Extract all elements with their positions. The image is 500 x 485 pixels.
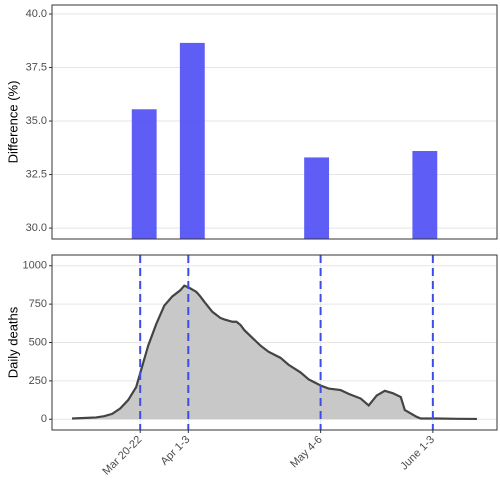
bar <box>412 151 438 239</box>
panel-border <box>51 4 498 240</box>
bar <box>179 42 205 239</box>
y-tick-label: 0 <box>41 413 47 425</box>
x-tick-label: June 1-3 <box>398 434 437 473</box>
bar <box>131 109 157 240</box>
y-tick-label: 30.0 <box>26 222 47 234</box>
y-tick-label: 37.5 <box>26 61 47 73</box>
y-tick-label: 1000 <box>23 260 47 272</box>
area <box>72 285 477 420</box>
y-tick-label: 250 <box>29 375 47 387</box>
y-axis-title: Daily deaths <box>5 306 20 378</box>
y-tick-label: 500 <box>29 336 47 348</box>
y-tick-label: 32.5 <box>26 168 47 180</box>
y-tick-label: 750 <box>29 298 47 310</box>
y-axis-title: Difference (%) <box>5 81 20 164</box>
y-tick-label: 35.0 <box>26 115 47 127</box>
y-tick-label: 40.0 <box>26 8 47 20</box>
panel-border <box>51 254 498 431</box>
line <box>72 284 477 421</box>
x-tick-label: May 4-6 <box>288 434 325 471</box>
x-tick-label: Mar 20-22 <box>100 434 144 478</box>
x-tick-label: Apr 1-3 <box>158 434 192 468</box>
bar <box>304 157 330 239</box>
